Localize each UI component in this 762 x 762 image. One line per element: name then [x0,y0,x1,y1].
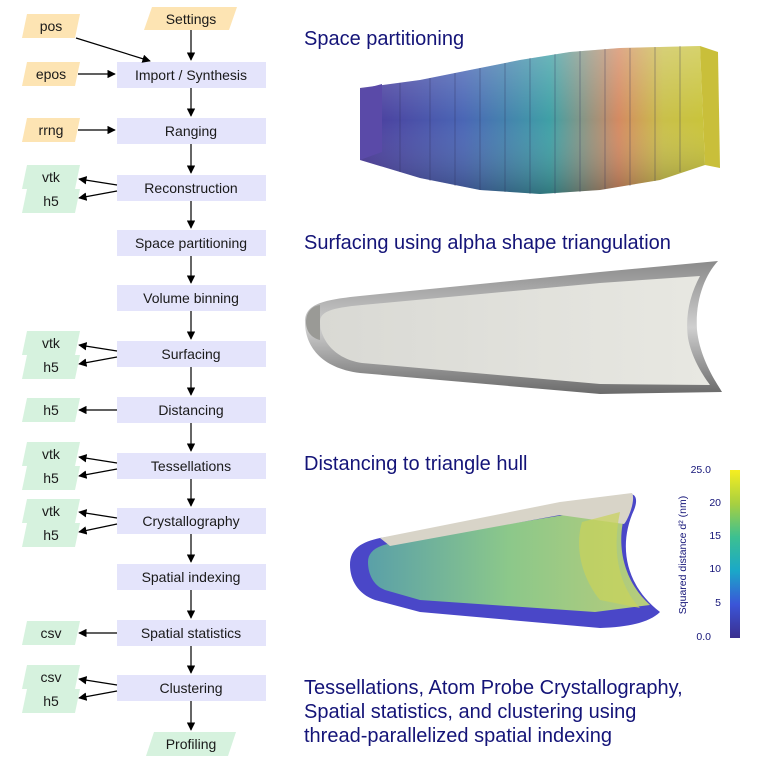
out-tessellations-vtk-box [22,442,80,466]
step-space-partitioning-label: Space partitioning [135,235,247,251]
step-distancing-label: Distancing [158,402,223,418]
out-surfacing-h5-label: h5 [43,359,59,375]
step-crystallography-box [117,508,266,534]
out-reconstruction-h5-label: h5 [43,193,59,209]
out-reconstruction-vtk-label: vtk [42,169,61,185]
colorbar-tick-10: 10 [709,563,721,575]
out-spatial-statistics-csv-box [22,621,80,645]
out-tessellations-h5-label: h5 [43,470,59,486]
out-tessellations-h5-box [22,466,80,490]
caption-distancing: Distancing to triangle hull [304,453,527,475]
distancing-render [350,493,660,628]
input-files [22,14,80,142]
out-clustering-csv-box [22,665,80,689]
colorbar-tick-15: 15 [709,530,721,542]
out-clustering-h5-box [22,689,80,713]
output-files [22,165,80,713]
input-arrows [75,37,151,135]
step-space-partitioning-box [117,230,266,256]
step-reconstruction-label: Reconstruction [144,180,237,196]
pipeline-steps [117,62,266,701]
input-pos-label: pos [40,18,63,34]
settings-box [144,7,237,30]
out-crystallography-h5-label: h5 [43,527,59,543]
colorbar: 25.0 20 15 10 5 0.0 Squared distance d² … [677,464,740,643]
step-distancing-box [117,397,266,423]
caption-space-partitioning: Space partitioning [304,28,464,50]
out-surfacing-h5-box [22,355,80,379]
step-tessellations-box [117,453,266,479]
colorbar-tick-0: 0.0 [696,631,711,643]
caption-final-line2: Spatial statistics, and clustering using [304,701,636,723]
output-arrows [78,176,118,701]
step-import-box [117,62,266,88]
step-profiling-label: Profiling [166,736,217,752]
input-pos-box [22,14,80,38]
colorbar-gradient [730,470,740,638]
colorbar-tick-20: 20 [709,497,721,509]
step-volume-binning-label: Volume binning [143,290,239,306]
out-crystallography-h5-box [22,523,80,547]
step-ranging-box [117,118,266,144]
step-surfacing-box [117,341,266,367]
out-clustering-csv-label: csv [41,669,62,685]
step-crystallography-label: Crystallography [142,513,239,529]
out-reconstruction-vtk-box [22,165,80,189]
space-partitioning-render [360,46,720,194]
out-crystallography-vtk-box [22,499,80,523]
colorbar-tick-5: 5 [715,597,721,609]
step-import-label: Import / Synthesis [135,67,247,83]
step-volume-binning-box [117,285,266,311]
input-rrng-box [22,118,80,142]
colorbar-label: Squared distance d² (nm) [677,496,689,614]
out-spatial-statistics-csv-label: csv [41,625,62,641]
out-reconstruction-h5-box [22,189,80,213]
step-spatial-indexing-box [117,564,266,590]
step-spatial-statistics-label: Spatial statistics [141,625,241,641]
profiling-box [146,732,236,756]
input-rrng-label: rrng [39,122,64,138]
out-distancing-h5-box [22,398,80,422]
step-surfacing-label: Surfacing [161,346,220,362]
colorbar-tick-25: 25.0 [691,464,712,476]
surfacing-render [305,261,722,394]
step-spatial-statistics-box [117,620,266,646]
step-clustering-box [117,675,266,701]
out-surfacing-vtk-label: vtk [42,335,61,351]
caption-final-line3: thread-parallelized spatial indexing [304,725,612,747]
out-distancing-h5-label: h5 [43,402,59,418]
caption-surfacing: Surfacing using alpha shape triangulatio… [304,232,671,254]
out-tessellations-vtk-label: vtk [42,446,61,462]
step-clustering-label: Clustering [159,680,222,696]
step-settings-label: Settings [166,11,217,27]
out-crystallography-vtk-label: vtk [42,503,61,519]
input-epos-label: epos [36,66,66,82]
out-clustering-h5-label: h5 [43,693,59,709]
input-epos-box [22,62,80,86]
step-ranging-label: Ranging [165,123,217,139]
out-surfacing-vtk-box [22,331,80,355]
step-spatial-indexing-label: Spatial indexing [142,569,241,585]
step-reconstruction-box [117,175,266,201]
step-tessellations-label: Tessellations [151,458,231,474]
caption-final-line1: Tessellations, Atom Probe Crystallograph… [304,677,683,699]
